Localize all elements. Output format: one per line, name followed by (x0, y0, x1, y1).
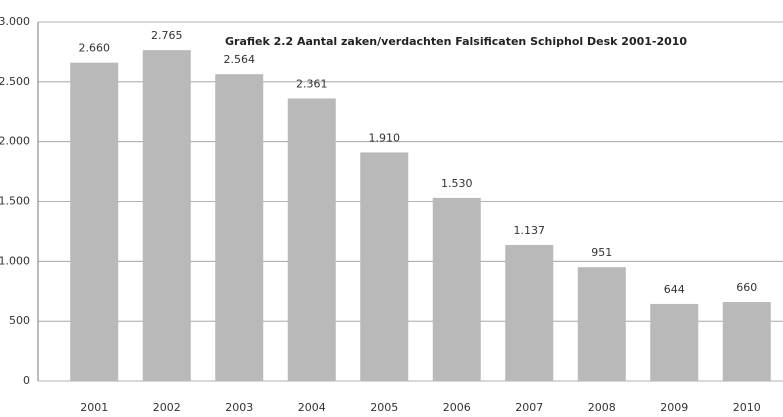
x-tick-label: 2007 (515, 401, 543, 414)
x-tick-label: 2003 (225, 401, 253, 414)
value-label: 2.765 (151, 29, 183, 42)
x-tick-label: 2010 (733, 401, 761, 414)
value-label: 644 (664, 283, 685, 296)
x-tick-label: 2008 (588, 401, 616, 414)
y-tick-label: 0 (23, 374, 30, 387)
bar (215, 74, 264, 381)
y-tick-label: 2.500 (0, 75, 30, 88)
y-tick-label: 1.000 (0, 254, 30, 267)
value-label: 1.530 (441, 177, 473, 190)
bar (577, 267, 626, 381)
bar (505, 244, 554, 381)
bar (722, 302, 771, 381)
bar (650, 303, 699, 381)
x-tick-label: 2005 (370, 401, 398, 414)
y-tick-label: 500 (9, 314, 30, 327)
value-label: 660 (736, 281, 757, 294)
value-label: 2.564 (224, 53, 256, 66)
y-tick-label: 2.000 (0, 135, 30, 148)
bar (70, 62, 119, 381)
y-tick-label: 3.000 (0, 15, 30, 28)
bar (142, 50, 191, 381)
value-label: 1.910 (369, 131, 401, 144)
value-label: 2.361 (296, 77, 328, 90)
x-tick-label: 2004 (298, 401, 326, 414)
y-tick-label: 1.500 (0, 195, 30, 208)
x-tick-label: 2002 (153, 401, 181, 414)
chart-title: Grafiek 2.2 Aantal zaken/verdachten Fals… (225, 35, 687, 48)
value-label: 2.660 (79, 42, 111, 55)
x-tick-label: 2001 (80, 401, 108, 414)
bar (432, 197, 481, 381)
bar (360, 152, 409, 381)
bar (287, 98, 336, 381)
value-label: 1.137 (514, 224, 546, 237)
value-label: 951 (591, 246, 612, 259)
x-tick-label: 2006 (443, 401, 471, 414)
x-tick-label: 2009 (660, 401, 688, 414)
